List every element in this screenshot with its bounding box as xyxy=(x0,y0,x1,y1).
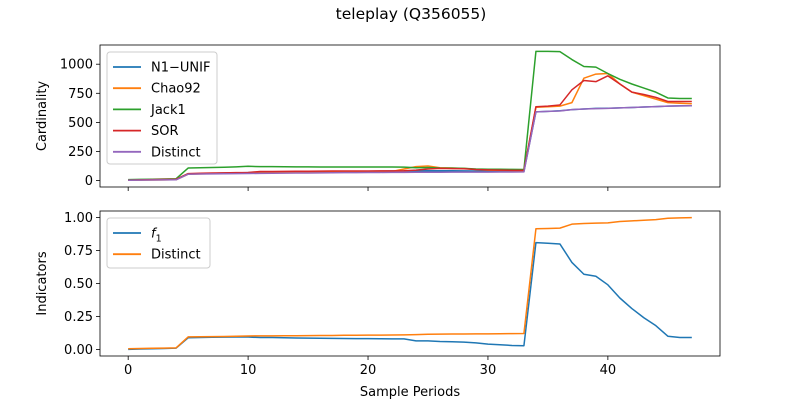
y-tick-label: 1.00 xyxy=(64,211,93,226)
legend-entry-label: f1 xyxy=(151,227,162,245)
series-line-0-4 xyxy=(128,105,692,181)
figure-title: teleplay (Q356055) xyxy=(336,5,487,23)
legend-entry-label: Jack1 xyxy=(150,103,186,118)
legend-entry-label: Chao92 xyxy=(151,82,201,97)
legend-entry-label: SOR xyxy=(151,124,179,139)
series-line-0-3 xyxy=(128,75,692,181)
y-tick-label: 750 xyxy=(68,87,93,102)
y-tick-label: 0 xyxy=(85,174,93,189)
y-axis-label: Indicators xyxy=(35,251,50,315)
legend-entry-label: Distinct xyxy=(151,248,201,263)
legend-box xyxy=(106,217,211,269)
y-axis-label: Cardinality xyxy=(35,81,50,152)
series-line-0-2 xyxy=(128,50,692,181)
series-line-1-1 xyxy=(128,216,692,350)
axes-frame xyxy=(99,44,721,188)
y-tick-label: 500 xyxy=(68,116,93,131)
y-tick-label: 0.00 xyxy=(64,343,93,358)
legend-box xyxy=(106,51,218,165)
x-tick-label: 30 xyxy=(480,363,497,378)
legend-entry-label: Distinct xyxy=(151,145,201,160)
x-tick-label: 0 xyxy=(124,363,132,378)
y-tick-label: 250 xyxy=(68,145,93,160)
y-tick-label: 0.50 xyxy=(64,277,93,292)
cardinality-panel: 0 250 500 750 1000 Cardinality N1−UNIF Chao92 Ja… xyxy=(35,44,721,191)
x-axis-label: Sample Periods xyxy=(360,385,460,400)
x-tick-label: 20 xyxy=(360,363,377,378)
y-tick-label: 0.75 xyxy=(64,244,93,259)
y-tick-label: 1000 xyxy=(60,58,93,73)
x-tick-label: 40 xyxy=(600,363,617,378)
legend-entry-label: N1−UNIF xyxy=(151,61,210,76)
x-tick-label: 10 xyxy=(240,363,257,378)
indicators-panel: 0 10 20 30 40 0.00 0.25 0.50 0.75 1.00 Indicators S… xyxy=(35,210,721,400)
y-tick-label: 0.25 xyxy=(64,310,93,325)
